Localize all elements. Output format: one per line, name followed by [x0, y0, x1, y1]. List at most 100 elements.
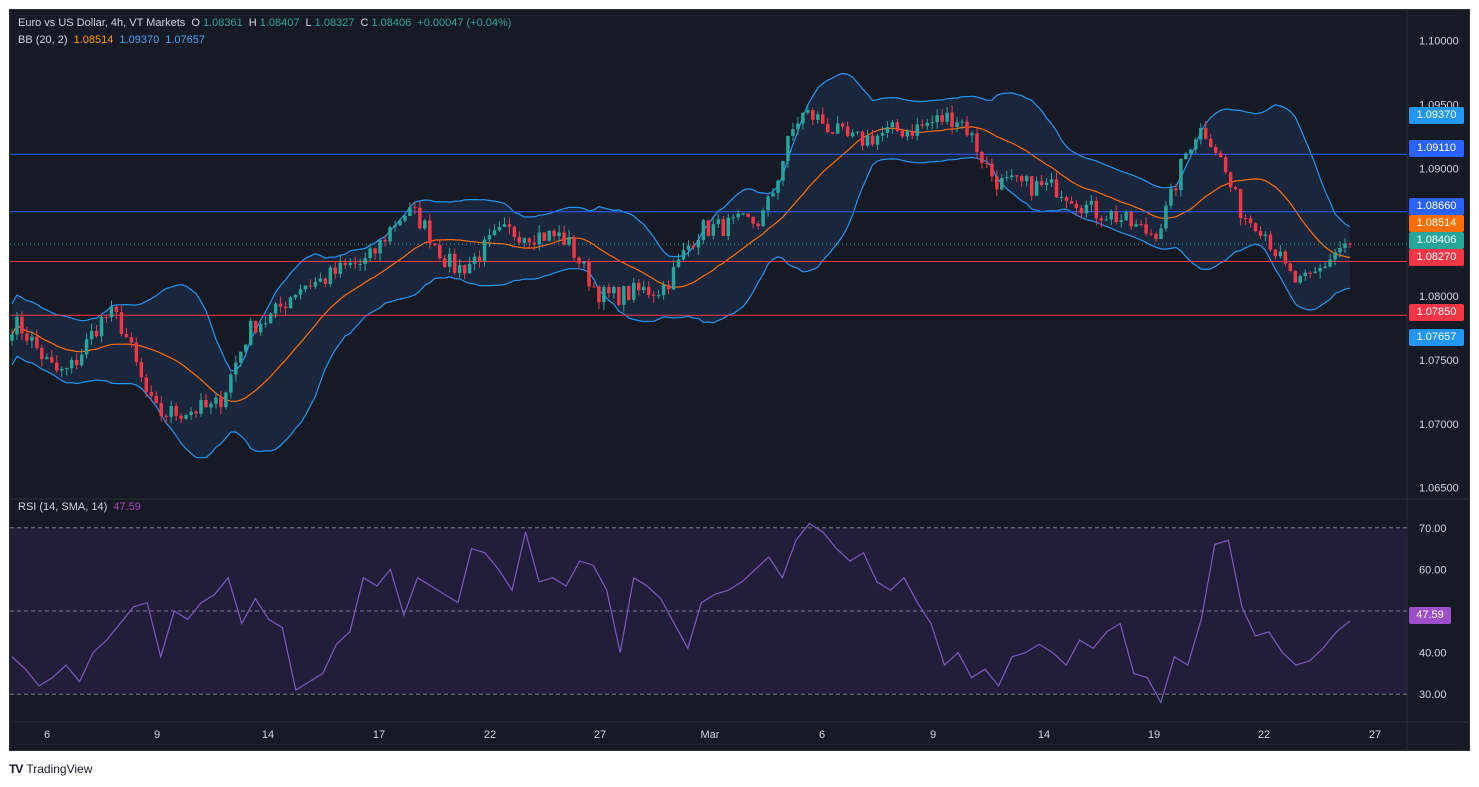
candle-body [691, 245, 696, 248]
candle-body [905, 130, 910, 137]
candle-body [825, 123, 830, 133]
candle-body [1089, 200, 1094, 205]
bb-legend: BB (20, 2) 1.08514 1.09370 1.07657 [18, 34, 208, 46]
candle-body [74, 359, 79, 366]
candle-body [164, 416, 168, 418]
candle-body [1238, 189, 1243, 219]
tradingview-logo[interactable]: TV TradingView [9, 762, 92, 776]
candle-body [895, 122, 900, 131]
lower-band-tag: 1.07657 [1409, 329, 1464, 346]
candle-body [472, 256, 477, 264]
candle-body [512, 226, 517, 237]
candle-body [830, 132, 835, 134]
candle-body [1313, 271, 1317, 274]
candle-body [109, 306, 114, 318]
candle-body [99, 317, 104, 337]
candle-body [597, 286, 601, 303]
candle-body [1208, 138, 1213, 148]
candle-body [442, 258, 447, 267]
candle-body [1189, 149, 1193, 154]
candle-body [965, 121, 969, 136]
candle-body [502, 224, 507, 227]
candle-body [363, 258, 367, 264]
candle-body [1293, 270, 1298, 283]
candle-body [497, 226, 502, 231]
close-value: 1.08406 [371, 17, 412, 29]
candle-body [726, 217, 730, 236]
candle-body [219, 397, 223, 408]
candle-body [801, 112, 805, 124]
candle-body [403, 215, 407, 221]
upper-band-tag: 1.09370 [1409, 107, 1464, 124]
candle-body [413, 207, 417, 209]
rsi-tag: 47.59 [1409, 607, 1451, 624]
candle-body [766, 196, 770, 211]
candle-body [388, 227, 392, 242]
candle-body [656, 295, 661, 297]
candle-body [572, 237, 576, 258]
candle-body [617, 287, 621, 305]
chart-canvas[interactable]: 1.100001.095001.090001.085001.080001.075… [10, 10, 1469, 750]
candle-body [622, 286, 626, 305]
bb-fill [12, 73, 1350, 458]
candle-body [1109, 211, 1113, 220]
candle-body [1268, 234, 1273, 250]
candle-body [925, 122, 929, 126]
hline-2-tag: 1.08660 [1409, 198, 1464, 215]
candle-body [229, 374, 233, 393]
chart-frame[interactable]: 1.100001.095001.090001.085001.080001.075… [9, 9, 1470, 751]
rsi-axis-tick: 30.00 [1419, 689, 1447, 701]
candle-body [278, 303, 283, 307]
candle-body [204, 399, 208, 408]
price-axis-tick: 1.06500 [1419, 483, 1459, 495]
candle-body [408, 207, 412, 216]
candle-body [328, 267, 333, 285]
candle-body [333, 267, 338, 274]
candle-body [303, 285, 308, 290]
price-axis-tick: 1.07000 [1419, 419, 1459, 431]
candle-body [1019, 175, 1024, 182]
candle-body [716, 219, 721, 225]
candle-body [343, 262, 347, 265]
candle-body [179, 415, 183, 419]
candle-body [398, 220, 402, 226]
candle-body [1144, 224, 1148, 234]
price-axis-tick: 1.07500 [1419, 355, 1459, 367]
candle-body [671, 266, 676, 290]
candle-body [1044, 182, 1049, 185]
candle-body [666, 284, 671, 290]
candle-body [567, 237, 571, 245]
price-axis-tick: 1.10000 [1419, 36, 1459, 48]
candle-body [990, 163, 994, 177]
candle-body [174, 406, 178, 416]
candle-body [214, 397, 218, 404]
candle-body [686, 245, 691, 251]
candle-body [258, 324, 263, 333]
candle-body [268, 313, 273, 324]
hline-3-tag: 1.08270 [1409, 249, 1464, 266]
candle-body [124, 333, 129, 338]
candle-body [552, 230, 556, 237]
candle-body [651, 294, 656, 296]
candle-body [840, 123, 845, 127]
candle-body [860, 131, 865, 146]
symbol-title[interactable]: Euro vs US Dollar, 4h, VT Markets [18, 17, 186, 29]
bb-label[interactable]: BB (20, 2) [18, 34, 68, 46]
candle-body [945, 112, 949, 122]
rsi-label[interactable]: RSI (14, SMA, 14) [18, 501, 108, 513]
candle-body [283, 306, 288, 309]
candle-body [104, 317, 109, 319]
candle-body [1348, 243, 1352, 245]
candle-body [129, 337, 134, 343]
candle-body [1154, 233, 1158, 240]
time-axis-tick: 22 [484, 729, 496, 741]
candle-body [418, 207, 422, 229]
candle-body [835, 123, 840, 134]
candle-body [25, 333, 29, 341]
candle-body [632, 282, 636, 300]
candle-body [1333, 252, 1337, 260]
candle-body [1129, 212, 1133, 227]
candle-body [1228, 172, 1233, 188]
candle-body [1204, 127, 1208, 139]
candle-body [134, 342, 139, 362]
